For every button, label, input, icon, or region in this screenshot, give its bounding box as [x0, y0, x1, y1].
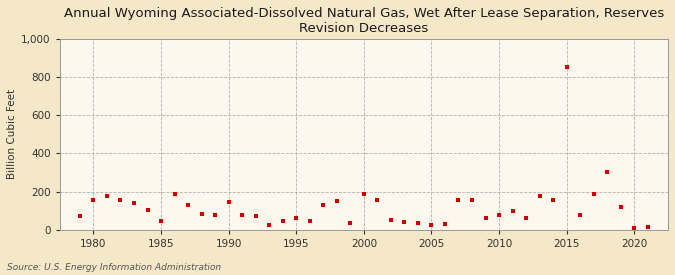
Y-axis label: Billion Cubic Feet: Billion Cubic Feet: [7, 89, 17, 179]
Text: Source: U.S. Energy Information Administration: Source: U.S. Energy Information Administ…: [7, 263, 221, 272]
Title: Annual Wyoming Associated-Dissolved Natural Gas, Wet After Lease Separation, Res: Annual Wyoming Associated-Dissolved Natu…: [63, 7, 664, 35]
